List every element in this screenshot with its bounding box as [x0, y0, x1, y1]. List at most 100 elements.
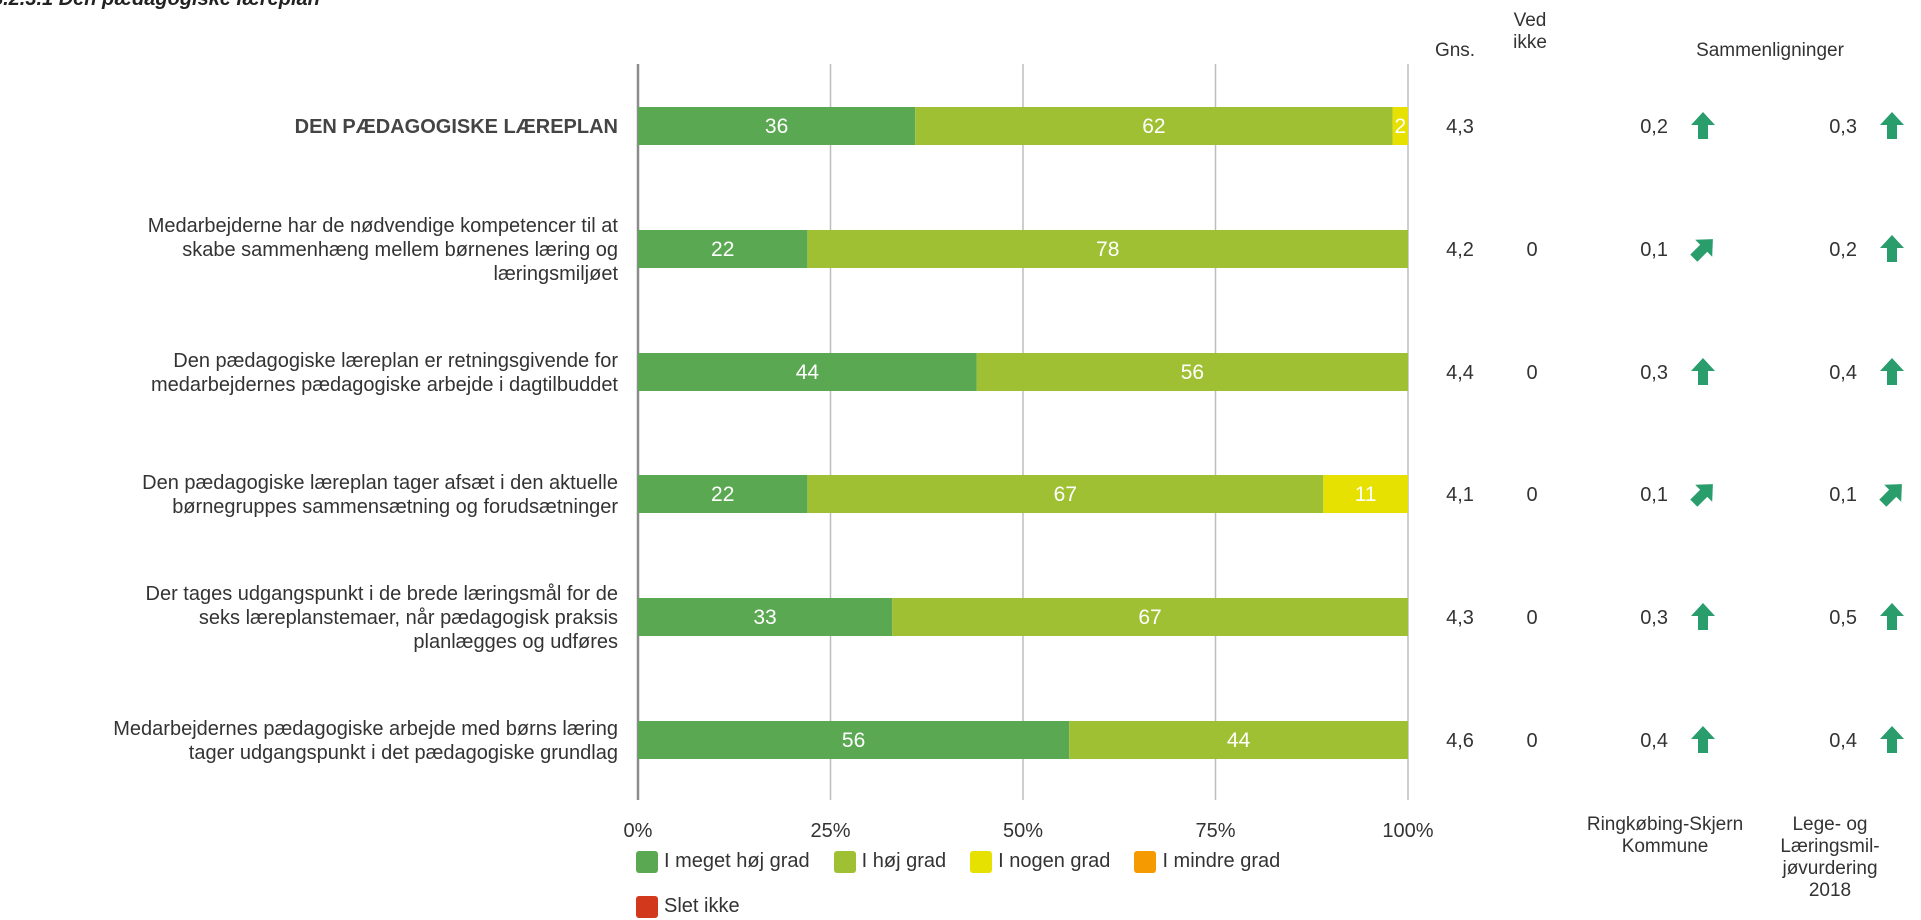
- x-tick-label: 25%: [810, 820, 850, 842]
- header-ved-ikke-line1: Ved: [1513, 10, 1547, 31]
- legend-label: I mindre grad: [1162, 850, 1281, 872]
- bar-data-label: 44: [796, 361, 820, 384]
- bar-data-label: 56: [842, 729, 865, 752]
- arrow-up-right-icon: [1690, 239, 1713, 262]
- bar-segment: [1069, 721, 1408, 759]
- category-label: tager udgangspunkt i det pædagogiske gru…: [189, 742, 618, 764]
- bar-data-label: 2: [1394, 115, 1406, 138]
- bar-data-label: 67: [1054, 483, 1077, 506]
- comparison-value: 0,3: [1640, 362, 1668, 384]
- arrow-up-right-icon: [1879, 484, 1902, 507]
- category-label: Der tages udgangspunkt i de brede læring…: [146, 583, 619, 605]
- bar-segment: [638, 475, 808, 513]
- comparison-label-kommune-line1: Ringkøbing-Skjern: [1586, 814, 1744, 835]
- comparison-label-llv2018-line3: jøvurdering: [1782, 858, 1878, 879]
- category-label: DEN PÆDAGOGISKE LÆREPLAN: [295, 116, 618, 138]
- comparison-label-llv2018-line4: 2018: [1808, 880, 1852, 901]
- page-title: 8.2.3.1 Den pædagogiske læreplan: [0, 0, 320, 11]
- bar-data-label: 67: [1138, 606, 1161, 629]
- legend-item: I høj grad: [833, 850, 946, 873]
- category-label: Den pædagogiske læreplan tager afsæt i d…: [142, 472, 618, 494]
- x-tick-label: 100%: [1382, 820, 1433, 842]
- arrow-up-icon: [1691, 603, 1715, 630]
- comparison-label-kommune: Ringkøbing-Skjern Kommune: [1565, 814, 1765, 858]
- category-label: skabe sammenhæng mellem børnenes læring …: [182, 239, 618, 261]
- arrow-up-icon: [1880, 235, 1904, 262]
- bar-segment: [1392, 107, 1408, 145]
- bar-data-label: 22: [711, 238, 734, 261]
- arrow-up-icon: [1880, 112, 1904, 139]
- header-ved-ikke-line2: ikke: [1513, 32, 1547, 53]
- comparison-value: 0,3: [1640, 607, 1668, 629]
- legend-label: Slet ikke: [664, 895, 740, 917]
- bar-data-label: 36: [765, 115, 788, 138]
- category-label: seks læreplanstemaer, når pædagogisk pra…: [199, 607, 618, 629]
- gns-value: 4,6: [1446, 730, 1474, 752]
- bar-segment: [638, 721, 1070, 759]
- ved-ikke-value: 0: [1526, 362, 1537, 384]
- arrow-up-icon: [1880, 358, 1904, 385]
- bar-segment: [807, 475, 1324, 513]
- comparison-value: 0,1: [1829, 484, 1857, 506]
- comparison-value: 0,2: [1640, 116, 1668, 138]
- bar-data-label: 78: [1096, 238, 1119, 261]
- category-label: planlægges og udføres: [413, 631, 618, 653]
- category-label: Medarbejdernes pædagogiske arbejde med b…: [113, 718, 618, 740]
- comparison-value: 0,4: [1829, 362, 1857, 384]
- comparison-value: 0,4: [1640, 730, 1668, 752]
- legend-swatch: [636, 850, 658, 873]
- arrow-up-icon: [1691, 112, 1715, 139]
- bar-segment: [915, 107, 1393, 145]
- legend-item: I mindre grad: [1134, 850, 1280, 873]
- gns-value: 4,2: [1446, 239, 1474, 261]
- header-ved-ikke: Ved ikke: [1495, 10, 1565, 54]
- bar-segment: [638, 353, 977, 391]
- arrow-up-icon: [1691, 358, 1715, 385]
- arrow-up-icon: [1880, 603, 1904, 630]
- comparison-label-llv2018: Lege- og Læringsmil- jøvurdering 2018: [1770, 814, 1890, 902]
- bar-segment: [638, 230, 808, 268]
- bar-segment: [638, 107, 916, 145]
- legend-swatch: [636, 895, 658, 918]
- comparison-label-llv2018-line1: Lege- og: [1792, 814, 1868, 835]
- chart-legend: I meget høj grad I høj grad I nogen grad I …: [636, 850, 1376, 918]
- legend-item: I nogen grad: [970, 850, 1110, 873]
- x-tick-label: 0%: [624, 820, 653, 842]
- x-tick-label: 50%: [1003, 820, 1043, 842]
- arrow-up-icon: [1880, 726, 1904, 753]
- comparison-label-kommune-line2: Kommune: [1621, 836, 1709, 857]
- bar-data-label: 11: [1355, 483, 1377, 506]
- category-label: Medarbejderne har de nødvendige kompeten…: [148, 215, 619, 237]
- legend-label: I meget høj grad: [664, 850, 810, 872]
- ved-ikke-value: 0: [1526, 484, 1537, 506]
- bar-data-label: 33: [753, 606, 776, 629]
- bar-data-label: 56: [1181, 361, 1204, 384]
- bar-data-label: 22: [711, 483, 734, 506]
- gns-value: 4,3: [1446, 607, 1474, 629]
- gns-value: 4,1: [1446, 484, 1474, 506]
- comparison-value: 0,5: [1829, 607, 1857, 629]
- header-sammenligninger-label: Sammenligninger: [1696, 40, 1844, 61]
- category-label: læringsmiljøet: [494, 263, 619, 285]
- legend-swatch: [1134, 850, 1157, 873]
- x-tick-label: 75%: [1195, 820, 1235, 842]
- comparison-value: 0,2: [1829, 239, 1857, 261]
- legend-swatch: [970, 850, 993, 873]
- legend-swatch: [833, 850, 856, 873]
- arrow-up-right-icon: [1690, 484, 1713, 507]
- bar-segment: [892, 598, 1408, 636]
- ved-ikke-value: 0: [1526, 239, 1537, 261]
- header-gns: Gns.: [1420, 40, 1490, 62]
- ved-ikke-value: 0: [1526, 607, 1537, 629]
- arrow-up-icon: [1691, 726, 1715, 753]
- comparison-label-llv2018-line2: Læringsmil-: [1780, 836, 1880, 857]
- gns-value: 4,4: [1446, 362, 1474, 384]
- gns-value: 4,3: [1446, 116, 1474, 138]
- header-gns-label: Gns.: [1434, 40, 1476, 61]
- category-label: Den pædagogiske læreplan er retningsgive…: [173, 350, 618, 372]
- bar-segment: [976, 353, 1408, 391]
- legend-item: I meget høj grad: [636, 850, 810, 873]
- legend-item: Slet ikke: [636, 895, 740, 918]
- bar-segment: [1323, 475, 1408, 513]
